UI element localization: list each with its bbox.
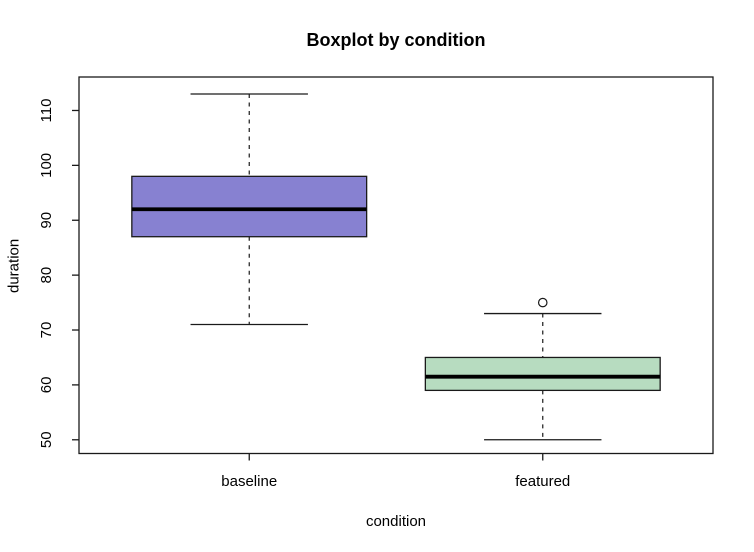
x-category-label: featured <box>515 473 570 490</box>
y-tick-label: 50 <box>38 431 55 448</box>
iqr-box <box>131 175 368 238</box>
y-tick-label: 60 <box>38 377 55 394</box>
chart-title: Boxplot by condition <box>306 30 486 50</box>
boxplot-group-baseline <box>131 93 368 326</box>
y-tick-label: 80 <box>38 267 55 284</box>
y-axis-label: duration <box>5 238 23 293</box>
y-tick-label: 100 <box>38 153 55 178</box>
x-axis-label: condition <box>365 513 427 530</box>
iqr-box <box>424 356 661 392</box>
x-category-label: baseline <box>221 473 277 490</box>
outlier-point <box>537 297 548 308</box>
plot-frame <box>78 76 714 455</box>
y-tick-label: 90 <box>38 212 55 229</box>
boxplot-group-featured <box>424 297 661 441</box>
y-tick-label: 70 <box>38 322 55 339</box>
y-tick-label: 110 <box>38 99 55 123</box>
